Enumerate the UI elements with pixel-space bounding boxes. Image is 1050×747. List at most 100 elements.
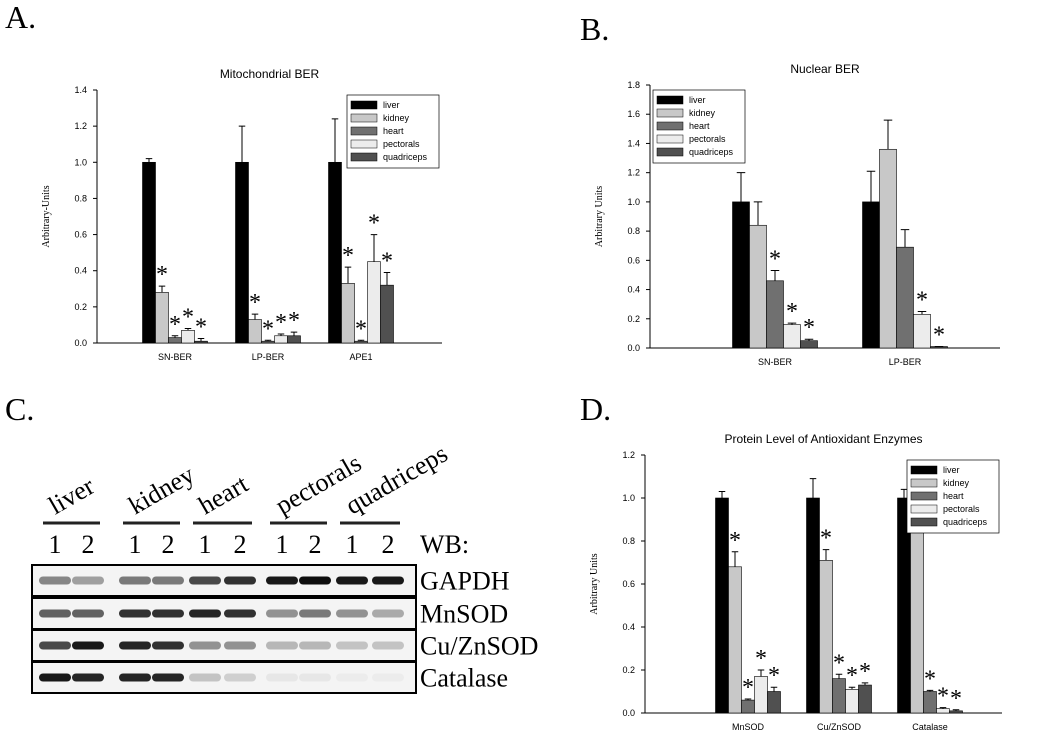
error-bar [357, 339, 365, 342]
bar [741, 699, 755, 714]
bar [142, 161, 156, 344]
error-bar [883, 119, 893, 150]
error-bar [822, 549, 830, 561]
legend-swatch [656, 108, 684, 118]
y-tick-label: 0.4 [622, 622, 635, 632]
blot-band [266, 641, 298, 650]
significance-marker: * [846, 663, 858, 689]
lane-label: 1 [49, 530, 62, 559]
error-bar [757, 669, 765, 677]
error-bar [171, 335, 179, 338]
x-tick-label: SN-BER [158, 352, 193, 362]
bar [715, 497, 729, 714]
legend-label: pectorals [689, 134, 726, 144]
legend-swatch [656, 121, 684, 131]
y-tick-label: 0.0 [74, 338, 87, 348]
bar [194, 340, 208, 344]
blot-band [336, 641, 368, 650]
blot-band [372, 576, 404, 585]
bar [181, 330, 195, 344]
error-bar [809, 478, 817, 498]
legend-swatch [656, 134, 684, 144]
lane-label: 2 [82, 530, 95, 559]
x-tick-label: MnSOD [732, 722, 765, 732]
significance-marker: * [755, 646, 767, 672]
bar [858, 684, 872, 714]
legend-label: liver [943, 465, 960, 475]
error-bar [848, 686, 856, 690]
chart-title: Nuclear BER [790, 62, 860, 76]
y-tick-label: 0.2 [627, 314, 640, 324]
error-bar [145, 158, 153, 163]
significance-marker: * [729, 528, 741, 554]
protein-label: GAPDH [420, 567, 510, 596]
wb-label: WB: [420, 530, 469, 559]
bar [341, 283, 355, 344]
y-tick-label: 0.4 [74, 266, 87, 276]
blot-band [189, 673, 221, 682]
bar [728, 566, 742, 714]
blot-band [152, 609, 184, 618]
bar [367, 261, 381, 344]
x-tick-label: LP-BER [889, 357, 922, 367]
significance-marker: * [769, 247, 781, 273]
protein-label: Cu/ZnSOD [420, 632, 538, 661]
error-bar [383, 272, 391, 286]
blot-band [299, 576, 331, 585]
error-bar [277, 333, 285, 336]
bar [800, 340, 818, 349]
error-bar [290, 331, 298, 336]
blot-band [72, 641, 104, 650]
significance-marker: * [768, 663, 780, 689]
error-bar [770, 686, 778, 692]
error-bar [753, 201, 763, 226]
significance-marker: * [355, 316, 367, 342]
error-bar [952, 709, 960, 711]
blot-band [299, 641, 331, 650]
bar [766, 280, 784, 349]
y-tick-label: 1.0 [74, 157, 87, 167]
blot-band [39, 673, 71, 682]
bar [910, 517, 924, 714]
y-tick-label: 0.6 [622, 579, 635, 589]
significance-marker: * [342, 243, 354, 269]
lane-label: 1 [199, 530, 212, 559]
blot-band [336, 576, 368, 585]
blot-band [119, 609, 151, 618]
bar [806, 497, 820, 714]
bar [155, 292, 169, 344]
blot-band [152, 641, 184, 650]
y-tick-label: 1.4 [627, 138, 640, 148]
blot-band [299, 673, 331, 682]
x-tick-label: Cu/ZnSOD [817, 722, 862, 732]
bar [832, 678, 846, 714]
significance-marker: * [820, 526, 832, 552]
legend-swatch [350, 152, 378, 162]
panel-label: A. [5, 0, 36, 35]
bar [754, 676, 768, 714]
blot-band [119, 576, 151, 585]
blot-band [372, 674, 404, 682]
y-tick-label: 1.0 [627, 197, 640, 207]
y-tick-label: 1.2 [627, 168, 640, 178]
y-tick-label: 0.8 [74, 193, 87, 203]
bar [913, 314, 931, 349]
blot-band [224, 609, 256, 618]
legend-label: pectorals [943, 504, 980, 514]
significance-marker: * [249, 290, 261, 316]
y-tick-label: 1.2 [74, 121, 87, 131]
blot-band [39, 576, 71, 585]
error-bar [370, 234, 378, 262]
group-label: liver [44, 471, 100, 520]
blot-band [189, 576, 221, 585]
significance-marker: * [195, 314, 207, 340]
legend-swatch [350, 113, 378, 123]
bar [896, 246, 914, 349]
x-tick-label: Catalase [912, 722, 948, 732]
blot-band [189, 641, 221, 650]
y-tick-label: 0.8 [622, 536, 635, 546]
significance-marker: * [381, 249, 393, 275]
bar [845, 689, 859, 714]
